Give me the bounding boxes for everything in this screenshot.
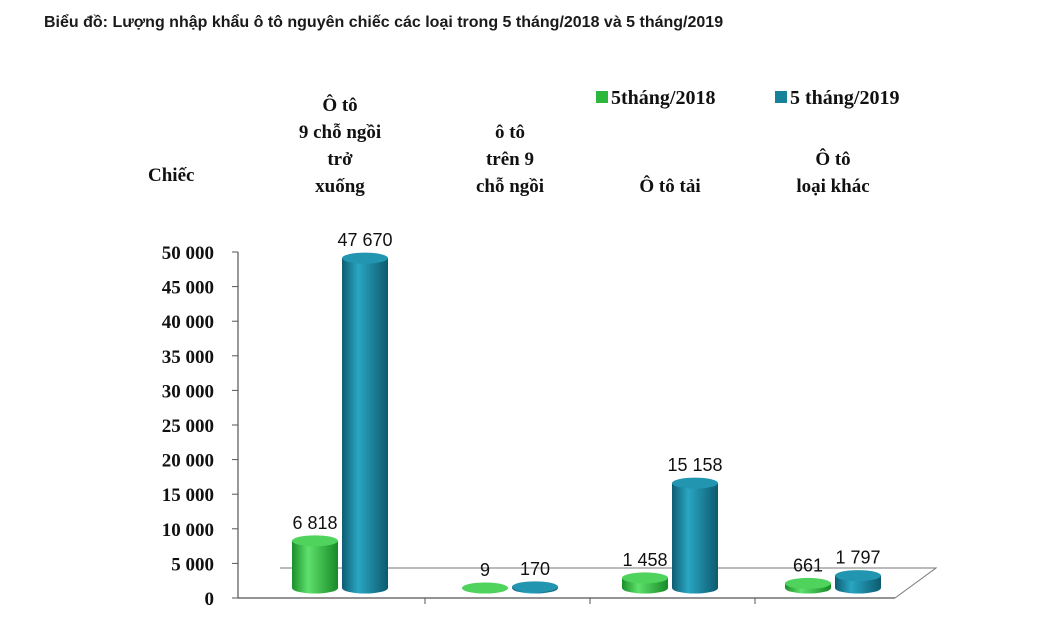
bar-body [672, 483, 718, 593]
bar-top [835, 570, 881, 581]
value-label: 170 [520, 559, 550, 579]
y-ticks: 0 5 000 10 000 15 000 20 000 25 000 30 000 35 0… [162, 243, 238, 610]
y-axis-label: Chiếc [148, 165, 194, 186]
bars [292, 253, 881, 594]
bar-2019 [835, 570, 881, 593]
y-tick-label: 35 000 [162, 347, 214, 368]
bar-2018 [462, 582, 508, 593]
bar-top [785, 578, 831, 589]
y-tick-label: 5 000 [171, 554, 214, 575]
category-label: Ô tô [815, 148, 850, 170]
bar-top [622, 572, 668, 583]
legend-label-2018: 5tháng/2018 [611, 87, 715, 109]
category-label: trên 9 [486, 149, 534, 170]
category-label: xuống [315, 176, 365, 197]
y-tick-label: 45 000 [162, 278, 214, 299]
value-label: 9 [480, 560, 490, 580]
bar-2019 [512, 581, 558, 593]
bar-2018 [292, 535, 338, 593]
bar-2019 [672, 478, 718, 594]
bar-top [462, 582, 508, 593]
category-label: 9 chỗ ngồi [299, 122, 381, 143]
category-label: loại khác [796, 176, 869, 197]
legend: 5tháng/2018 5 tháng/2019 [596, 87, 899, 109]
bar-top [512, 581, 558, 592]
value-label: 47 670 [337, 230, 392, 250]
value-label: 15 158 [667, 455, 722, 475]
y-tick-label: 30 000 [162, 381, 214, 402]
chart-title: Biểu đồ: Lượng nhập khẩu ô tô nguyên chi… [44, 13, 723, 31]
bar-body [292, 541, 338, 594]
bar-top [672, 478, 718, 489]
value-label: 661 [793, 555, 823, 575]
y-tick-label: 50 000 [162, 243, 214, 264]
bar-2019 [342, 253, 388, 594]
y-tick-label: 0 [205, 589, 215, 610]
y-tick-label: 15 000 [162, 485, 214, 506]
bar-body [342, 258, 388, 593]
bar-top [342, 253, 388, 264]
category-label: Ô tô tải [639, 175, 700, 197]
legend-label-2019: 5 tháng/2019 [790, 87, 899, 109]
y-tick-label: 10 000 [162, 520, 214, 541]
category-label: trở [327, 149, 353, 170]
category-label: chỗ ngồi [476, 176, 544, 197]
y-tick-label: 40 000 [162, 312, 214, 333]
legend-swatch-2018 [596, 91, 608, 103]
category-label: Ô tô [322, 94, 357, 116]
bar-2018 [622, 572, 668, 593]
value-label: 1 458 [622, 550, 667, 570]
category-labels: Ô tô 9 chỗ ngồi trở xuống ô tô trên 9 chỗ ngồi… [299, 94, 870, 197]
legend-swatch-2019 [775, 91, 787, 103]
value-label: 1 797 [835, 548, 880, 568]
y-tick-label: 20 000 [162, 451, 214, 472]
bar-2018 [785, 578, 831, 594]
y-tick-label: 25 000 [162, 416, 214, 437]
category-label: ô tô [495, 122, 525, 143]
bar-top [292, 535, 338, 546]
value-label: 6 818 [292, 513, 337, 533]
chart: Biểu đồ: Lượng nhập khẩu ô tô nguyên chi… [0, 0, 1050, 630]
